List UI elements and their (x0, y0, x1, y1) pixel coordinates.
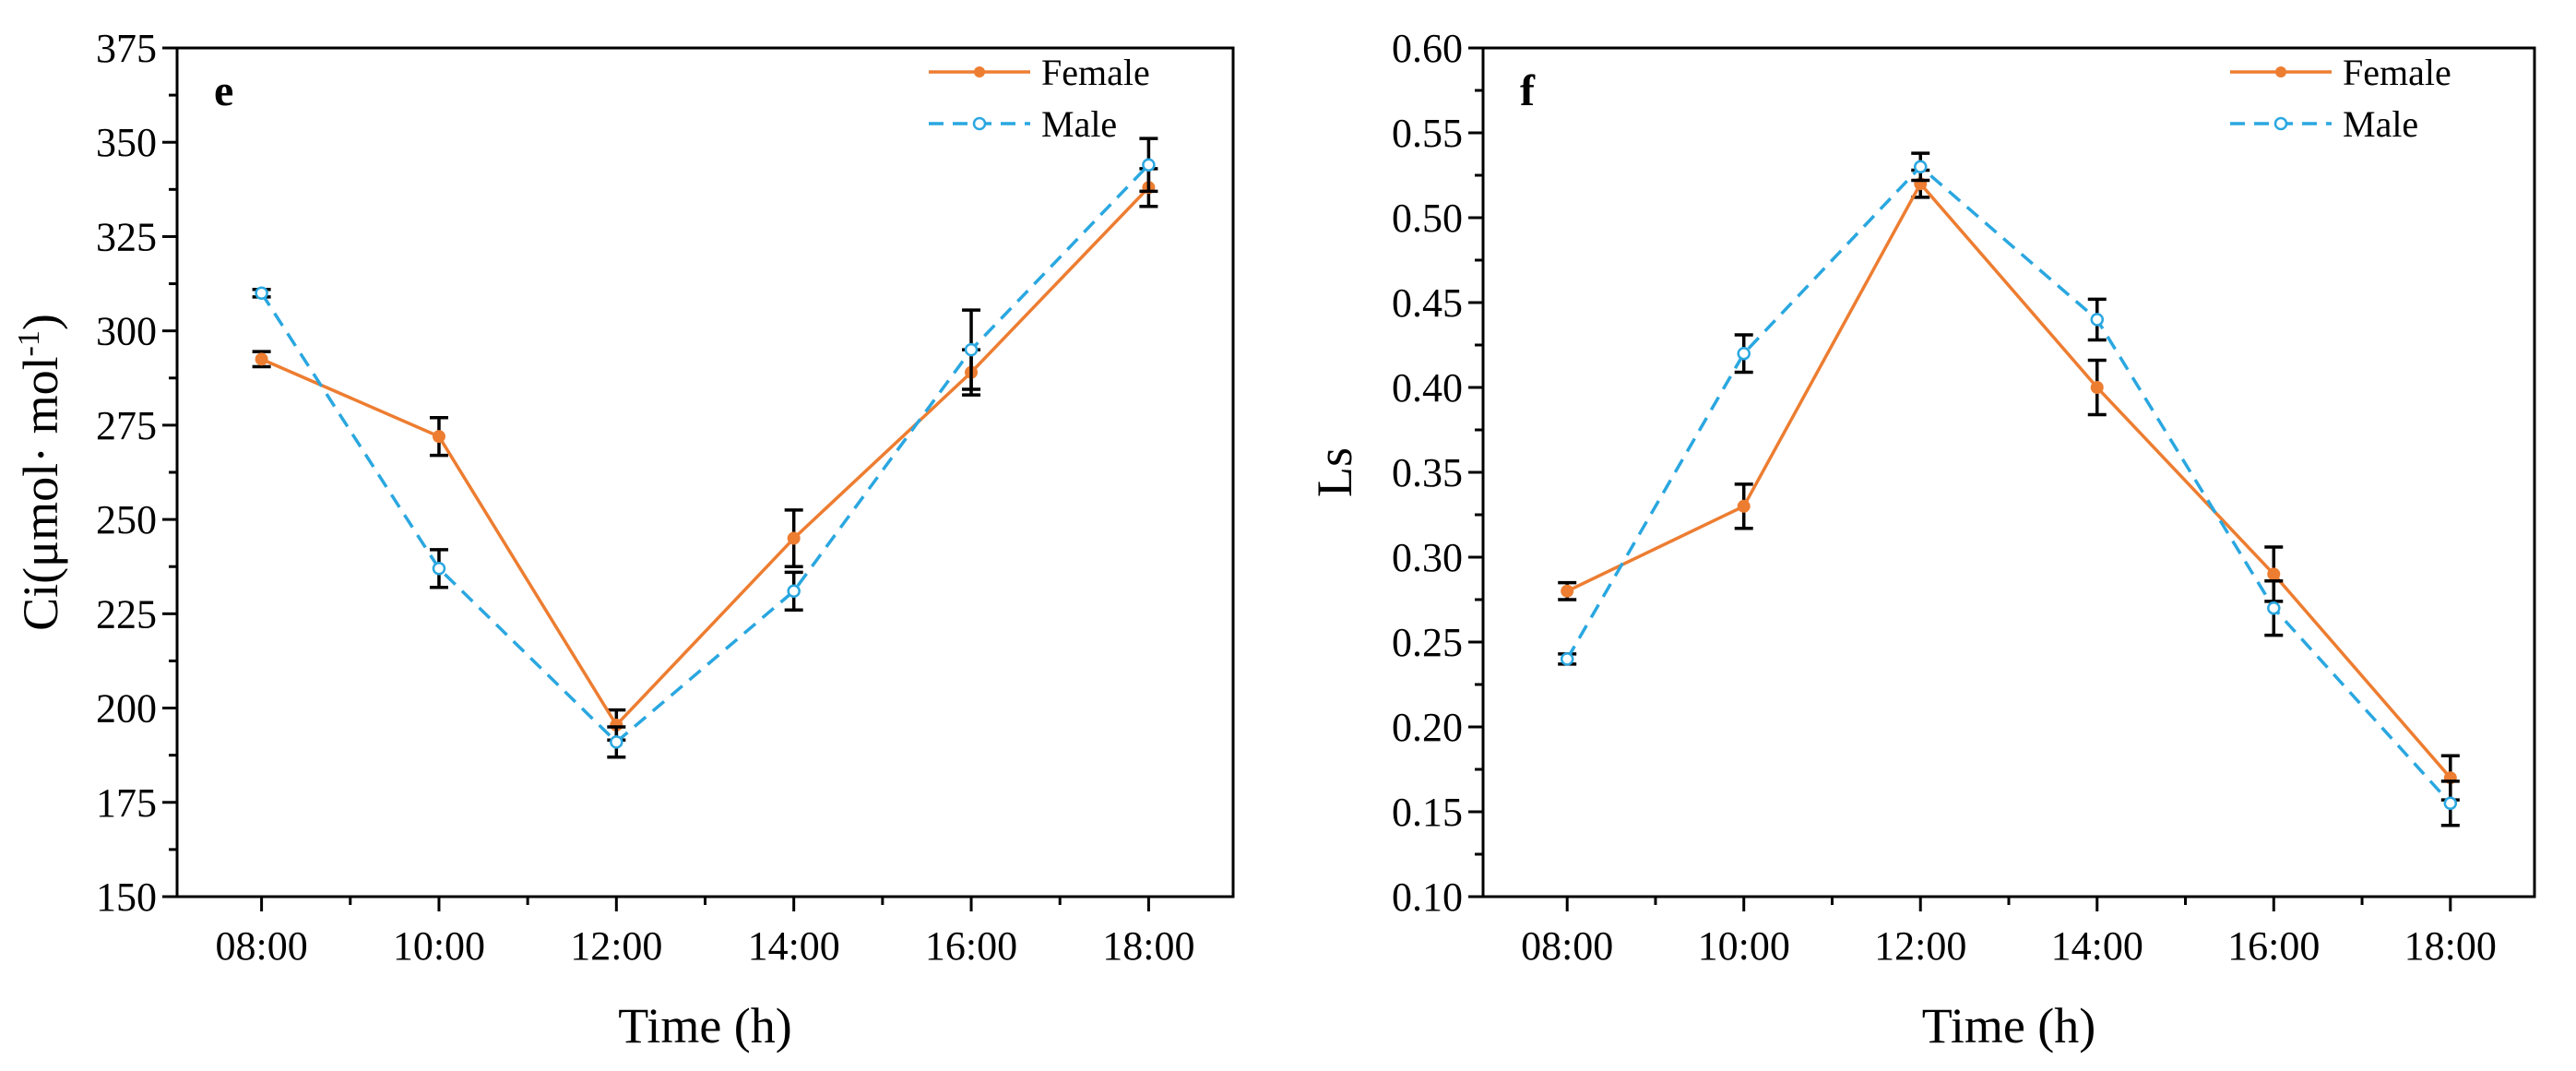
y-tick-label: 150 (96, 875, 157, 920)
legend-marker (972, 116, 987, 131)
data-point (2090, 381, 2104, 394)
x-tick-label: 16:00 (925, 923, 1017, 969)
x-axis-title: Time (h) (1922, 998, 2096, 1053)
plot-frame (175, 46, 1235, 898)
y-tick-label: 225 (96, 591, 157, 637)
data-point (787, 531, 801, 545)
y-tick-label: 0.10 (1392, 875, 1463, 920)
chart-panel-f: 0.10 0.15 0.20 0.25 0.30 0.35 0.40 0.45 0.50 0.55… (1307, 26, 2536, 1053)
legend-label-male: Male (2343, 103, 2418, 145)
x-tick-label: 08:00 (1521, 923, 1613, 969)
y-tick-label: 0.60 (1392, 26, 1463, 71)
y-tick-label: 325 (96, 214, 157, 259)
series-male (252, 137, 1158, 759)
x-tick-label: 14:00 (748, 923, 840, 969)
y-tick-label: 0.20 (1392, 705, 1463, 750)
data-point (1737, 499, 1751, 513)
chart-panel-e: 150 175 200 225 250 275 300 325 350 375 08:00 10:00… (12, 26, 1235, 1053)
data-point (787, 584, 801, 599)
y-tick-label: 0.25 (1392, 620, 1463, 665)
data-point (1561, 584, 1574, 598)
series-female (1558, 168, 2460, 802)
y-tick-label: 250 (96, 497, 157, 542)
x-tick-label: 12:00 (1874, 923, 1966, 969)
y-tick-label: 375 (96, 26, 157, 71)
y-tick-label: 275 (96, 403, 157, 448)
legend-label-female: Female (2343, 52, 2451, 93)
x-tick-label: 10:00 (393, 923, 485, 969)
panel-label: e (214, 66, 233, 115)
series-line (1566, 181, 2452, 779)
y-tick-label: 200 (96, 686, 157, 732)
series-male (1558, 151, 2460, 827)
legend-marker (2273, 116, 2288, 131)
y-tick-label: 350 (96, 120, 157, 165)
y-tick-label: 0.55 (1392, 111, 1463, 156)
y-axis-title: Ls (1307, 447, 1362, 497)
x-tick-label: 18:00 (1102, 923, 1194, 969)
y-tick-label: 300 (96, 309, 157, 354)
y-tick-label: 0.35 (1392, 450, 1463, 495)
y-tick-label: 0.40 (1392, 365, 1463, 411)
y-axis-title-close: ) (13, 314, 68, 330)
data-point (255, 352, 268, 366)
x-tick-label: 08:00 (215, 923, 307, 969)
x-axis-title: Time (h) (618, 998, 792, 1053)
panel-label: f (1520, 66, 1536, 115)
x-tick-label: 10:00 (1698, 923, 1790, 969)
legend-marker (974, 66, 985, 77)
y-tick-label: 0.45 (1392, 280, 1463, 326)
data-point (610, 735, 623, 749)
y-axis-title-main: Ls (1307, 447, 1362, 497)
series-female (252, 167, 1158, 743)
data-point (1913, 160, 1928, 174)
plot-frame (1481, 46, 2536, 898)
y-axis-title-main: Ci(μmol· mol (13, 356, 68, 630)
y-tick-label: 0.30 (1392, 535, 1463, 580)
series-line (260, 163, 1150, 744)
data-point (432, 562, 446, 576)
data-point (255, 286, 268, 301)
legend-marker (2275, 66, 2286, 77)
series-line (1565, 164, 2452, 804)
x-tick-label: 16:00 (2227, 923, 2320, 969)
x-tick-label: 18:00 (2404, 923, 2497, 969)
data-point (1737, 346, 1751, 361)
data-point (2443, 796, 2458, 811)
data-point (2267, 567, 2281, 581)
legend-label-male: Male (1041, 103, 1117, 145)
x-tick-label: 12:00 (570, 923, 662, 969)
y-axis-title: Ci(μmol· mol-1) (12, 314, 68, 631)
y-tick-label: 0.15 (1392, 790, 1463, 835)
data-point (1560, 652, 1574, 666)
y-tick-label: 0.50 (1392, 196, 1463, 241)
data-point (1142, 158, 1156, 173)
series-line (260, 186, 1150, 728)
x-tick-label: 14:00 (2051, 923, 2143, 969)
data-point (2267, 601, 2281, 615)
data-point (432, 430, 445, 444)
data-point (2090, 313, 2105, 327)
y-axis-title-superscript: -1 (12, 330, 46, 356)
data-point (964, 342, 979, 357)
legend-label-female: Female (1041, 52, 1150, 93)
y-tick-label: 175 (96, 780, 157, 826)
